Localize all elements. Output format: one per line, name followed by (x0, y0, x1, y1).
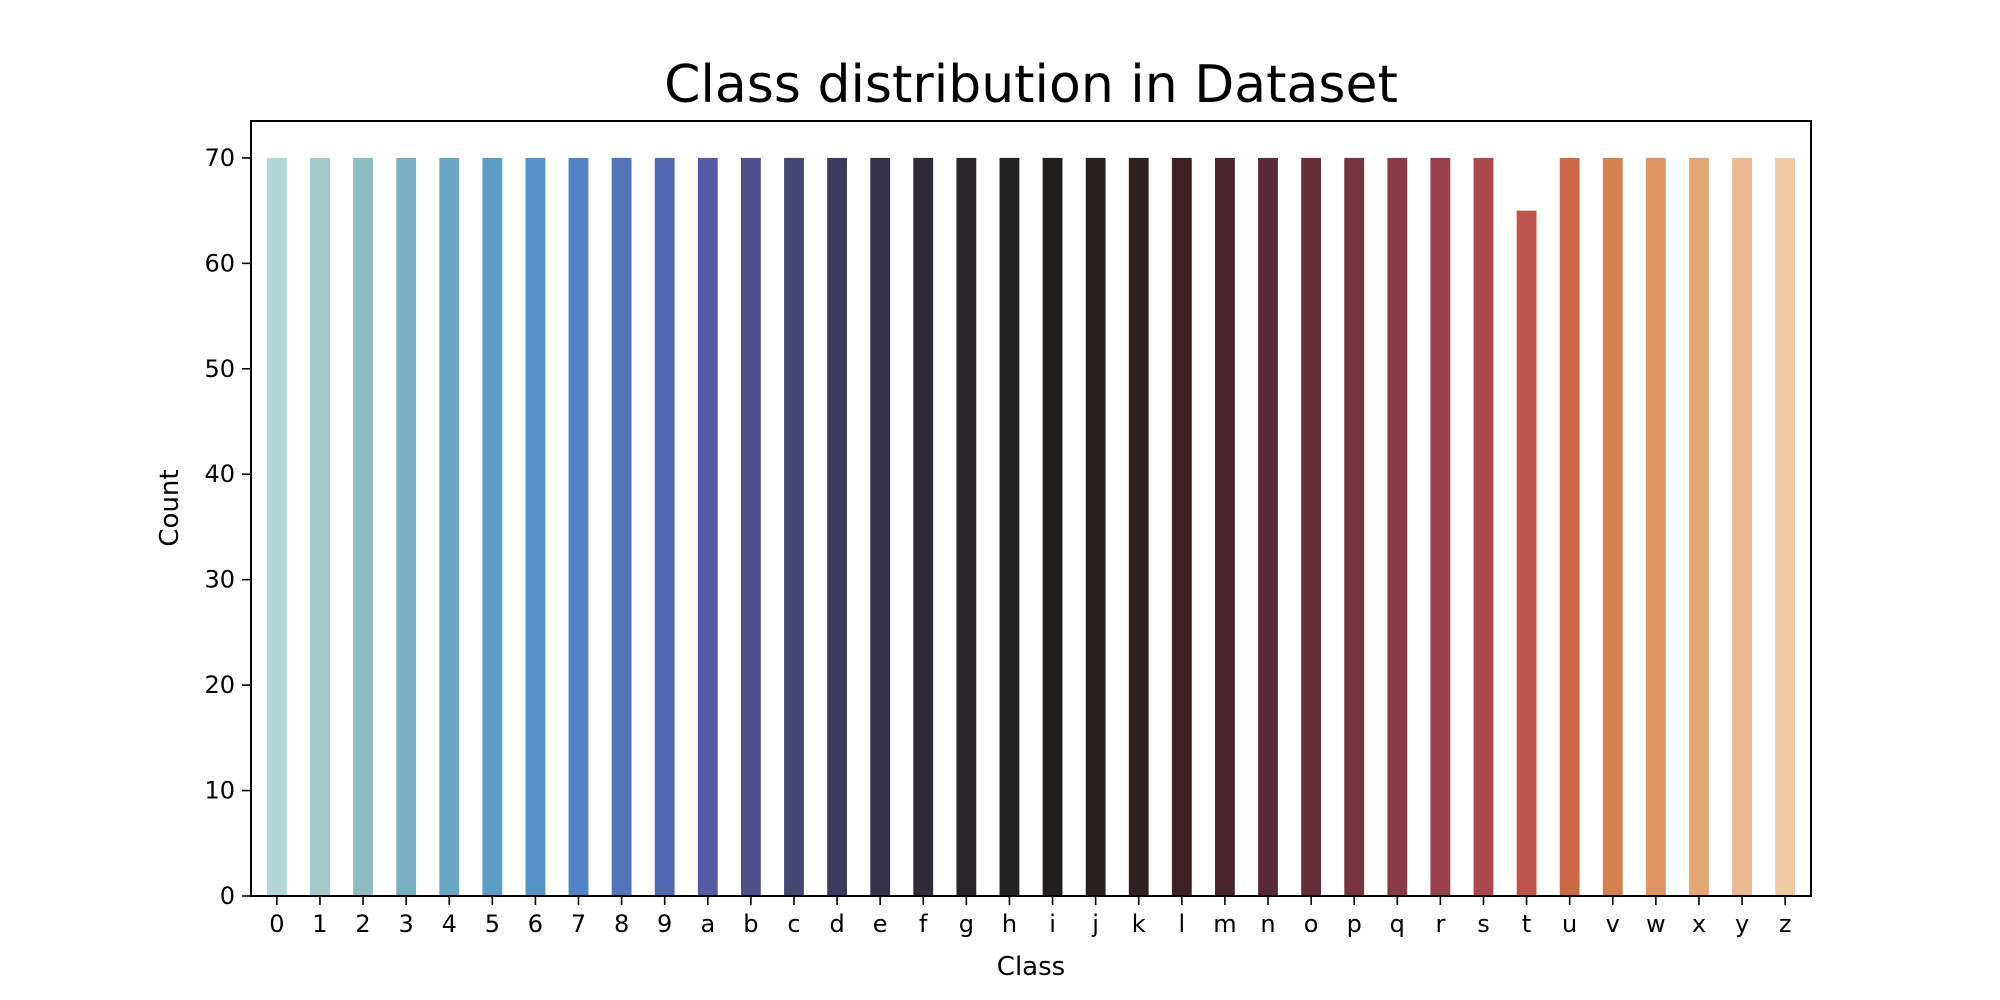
x-tick-label: c (787, 910, 800, 938)
bar-r (1430, 157, 1451, 896)
y-tick-label: 30 (204, 566, 235, 594)
x-tick-label: m (1213, 910, 1236, 938)
y-tick-label: 50 (204, 355, 235, 383)
chart-title: Class distribution in Dataset (664, 55, 1398, 115)
bar-1 (310, 157, 330, 896)
x-tick-label: 0 (269, 910, 284, 938)
bar-9 (654, 157, 675, 896)
x-tick-label: 8 (614, 910, 629, 938)
x-tick-label: u (1562, 910, 1577, 938)
bar-4 (439, 157, 460, 896)
x-tick-label: w (1646, 910, 1666, 938)
bar-w (1645, 157, 1666, 896)
x-tick-label: i (1049, 910, 1056, 938)
x-tick-label: j (1091, 910, 1099, 938)
x-tick-label: l (1178, 910, 1185, 938)
bar-o (1301, 157, 1322, 896)
x-tick-label: r (1435, 910, 1445, 938)
bars-group (266, 157, 1796, 896)
bar-y (1732, 157, 1752, 896)
x-tick-label: 5 (485, 910, 500, 938)
bar-b (740, 157, 761, 896)
x-tick-label: 2 (355, 910, 370, 938)
y-tick-label: 60 (204, 249, 235, 277)
x-tick-label: n (1260, 910, 1275, 938)
x-tick-label: 3 (398, 910, 413, 938)
x-tick-label: y (1735, 910, 1749, 938)
x-tick-label: d (829, 910, 844, 938)
bar-a (697, 157, 718, 896)
x-tick-label: x (1692, 910, 1706, 938)
bar-6 (525, 157, 546, 896)
x-tick-label: 6 (528, 910, 543, 938)
bar-g (956, 157, 977, 896)
y-tick-label: 40 (204, 460, 235, 488)
bar-v (1602, 157, 1623, 896)
x-tick-label: b (743, 910, 758, 938)
bar-m (1215, 157, 1235, 896)
x-tick-label: k (1132, 910, 1146, 938)
y-axis-label: Count (155, 469, 185, 546)
bar-x (1689, 157, 1709, 896)
bar-f (913, 157, 934, 896)
bar-z (1775, 157, 1796, 896)
x-tick-label: t (1522, 910, 1531, 938)
x-tick-label: v (1606, 910, 1620, 938)
bar-3 (396, 157, 417, 896)
bar-7 (568, 157, 589, 896)
bar-h (999, 157, 1020, 896)
bar-s (1473, 157, 1494, 896)
bar-j (1085, 157, 1106, 896)
y-axis-ticks: 0 10 20 30 40 50 60 70 (204, 144, 251, 910)
y-tick-label: 20 (204, 671, 235, 699)
y-tick-label: 70 (204, 144, 235, 172)
x-tick-label: f (919, 910, 928, 938)
bar-c (784, 157, 804, 896)
bar-i (1042, 157, 1063, 896)
x-tick-label: p (1347, 910, 1362, 938)
bar-p (1344, 157, 1365, 896)
bar-8 (611, 157, 632, 896)
bar-0 (266, 157, 287, 896)
x-tick-label: o (1304, 910, 1319, 938)
x-tick-label: q (1390, 910, 1405, 938)
x-tick-label: h (1002, 910, 1017, 938)
bar-d (827, 157, 847, 896)
bar-k (1128, 157, 1149, 896)
x-tick-label: a (700, 910, 715, 938)
y-tick-label: 0 (220, 882, 235, 910)
bar-n (1258, 157, 1278, 896)
bar-l (1171, 157, 1192, 896)
x-axis-label: Class (997, 952, 1065, 982)
x-tick-label: 9 (657, 910, 672, 938)
bar-t (1516, 210, 1537, 896)
bar-q (1387, 157, 1408, 896)
x-tick-label: e (873, 910, 888, 938)
x-tick-label: z (1779, 910, 1792, 938)
bar-e (870, 157, 891, 896)
x-tick-label: 1 (312, 910, 327, 938)
bar-2 (353, 157, 373, 896)
x-tick-label: s (1477, 910, 1490, 938)
x-tick-label: 7 (571, 910, 586, 938)
bar-u (1559, 157, 1580, 896)
x-tick-label: 4 (442, 910, 457, 938)
bar-5 (482, 157, 503, 896)
plot-frame (250, 120, 1812, 897)
x-tick-label: g (959, 910, 974, 938)
y-tick-label: 10 (204, 777, 235, 805)
